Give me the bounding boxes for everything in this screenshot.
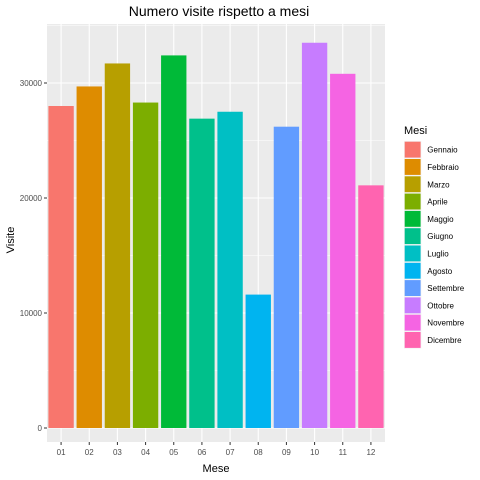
x-tick-label: 12 [366,448,375,457]
legend-swatch [405,332,421,348]
legend-swatch [405,297,421,313]
x-axis-title: Mese [203,463,230,475]
legend-label: Luglio [427,249,449,258]
bar [133,103,158,428]
legend-swatch [405,246,421,262]
bar [48,106,73,428]
bar [77,86,102,428]
bar [189,119,214,428]
legend-swatch [405,142,421,158]
legend-swatch [405,159,421,175]
bar [246,295,271,428]
x-tick-label: 11 [339,448,348,457]
x-tick-label: 06 [197,448,206,457]
legend-label: Maggio [427,215,454,224]
x-tick-label: 04 [141,448,150,457]
x-tick-label: 05 [169,448,178,457]
y-tick-label: 10000 [20,309,43,318]
y-axis: 0 10000 20000 30000 [20,79,47,433]
y-tick-label: 30000 [20,79,43,88]
x-axis: 01 02 03 04 05 06 07 08 09 10 11 12 [57,442,376,457]
x-tick-label: 07 [226,448,235,457]
legend-swatch [405,263,421,279]
legend: Mesi Gennaio Febbraio Marzo Aprile Maggio Giu… [404,125,465,349]
legend-swatch [405,211,421,227]
chart-title: Numero visite rispetto a mesi [129,3,310,19]
legend-label: Gennaio [427,146,458,155]
legend-label: Ottobre [427,301,454,310]
bar [274,127,299,428]
legend-swatch [405,228,421,244]
bar [217,112,242,428]
x-tick-label: 01 [57,448,66,457]
bar [161,55,186,428]
bar [105,63,130,428]
legend-label: Marzo [427,180,450,189]
y-axis-title: Visite [5,227,17,254]
legend-label: Dicembre [427,336,462,345]
x-tick-label: 08 [254,448,263,457]
bar [358,185,383,428]
legend-swatch [405,194,421,210]
bar [302,43,327,428]
legend-label: Novembre [427,319,464,328]
legend-label: Agosto [427,267,452,276]
legend-items: Gennaio Febbraio Marzo Aprile Maggio Giugno Lu… [404,141,465,349]
legend-label: Giugno [427,232,453,241]
x-tick-label: 03 [113,448,122,457]
legend-title: Mesi [404,125,427,137]
y-tick-label: 0 [38,424,43,433]
x-tick-label: 02 [85,448,94,457]
bar [330,74,355,428]
x-tick-label: 09 [282,448,291,457]
legend-label: Settembre [427,284,464,293]
legend-swatch [405,176,421,192]
x-tick-label: 10 [310,448,319,457]
legend-label: Febbraio [427,163,459,172]
legend-label: Aprile [427,198,448,207]
legend-swatch [405,315,421,331]
y-tick-label: 20000 [20,194,43,203]
legend-swatch [405,280,421,296]
